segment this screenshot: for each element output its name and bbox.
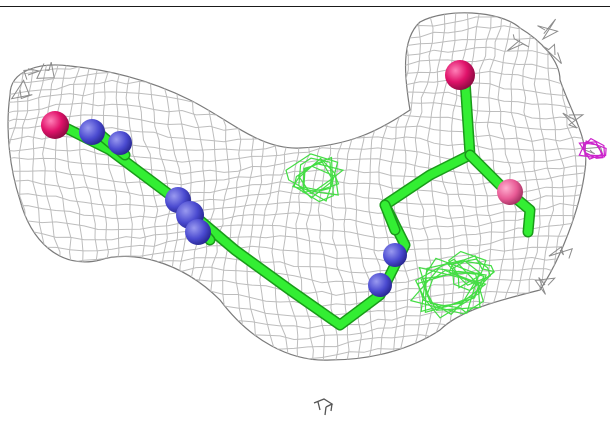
mesh-line <box>0 399 602 416</box>
positive-difference-density <box>285 153 496 319</box>
bond-stick <box>56 76 474 329</box>
mesh-line <box>8 201 586 219</box>
density-cage <box>420 259 482 313</box>
ligand-atoms <box>41 60 523 297</box>
mesh-fragment <box>534 277 556 295</box>
outer-mesh-fragments <box>10 18 604 295</box>
mesh-fragment <box>562 112 585 129</box>
ligand-stick-model <box>41 60 536 331</box>
mesh-fragment <box>10 79 33 100</box>
mesh-fragment <box>507 34 530 52</box>
mesh-line <box>582 12 586 361</box>
density-cage <box>578 137 606 158</box>
mesh-fragment <box>23 68 42 80</box>
mesh-line <box>8 234 586 252</box>
density-cage <box>285 153 339 202</box>
mesh-line <box>0 378 602 394</box>
mesh-line <box>606 0 610 420</box>
nitrogen-atom <box>79 119 105 145</box>
density-cage <box>578 141 604 159</box>
mesh-line <box>8 245 586 264</box>
bond-stick <box>381 201 399 234</box>
nitrogen-atom <box>185 219 211 245</box>
nitrogen-atom <box>108 131 132 155</box>
density-cage <box>303 161 332 192</box>
mesh-line <box>8 146 586 164</box>
mesh-line <box>8 355 586 361</box>
density-cage <box>447 250 487 289</box>
mesh-fragment <box>581 146 604 156</box>
density-cage <box>447 258 492 286</box>
mesh-line <box>0 0 602 10</box>
negative-difference-density <box>578 137 607 160</box>
mesh-line <box>0 422 602 425</box>
mesh-fragment <box>537 18 559 41</box>
oxygen-atom <box>497 179 523 205</box>
mesh-line <box>8 157 586 175</box>
mesh-fragment <box>548 246 573 259</box>
orientation-axes-icon[interactable] <box>313 398 334 416</box>
density-cage <box>298 157 333 199</box>
nitrogen-atom <box>383 243 407 267</box>
density-cage <box>409 268 484 315</box>
mesh-line <box>0 366 602 383</box>
mesh-line <box>0 388 602 405</box>
density-cage <box>297 162 345 195</box>
density-cage <box>420 272 480 315</box>
oxygen-atom <box>445 60 475 90</box>
mesh-fragment <box>36 61 55 79</box>
mesh-line <box>8 190 586 208</box>
top-border-line <box>0 6 610 7</box>
mesh-line <box>8 222 586 242</box>
mesh-line <box>8 12 586 21</box>
nitrogen-atom <box>368 273 392 297</box>
density-cage <box>418 266 487 316</box>
oxygen-atom <box>41 111 69 139</box>
mesh-line <box>595 0 610 420</box>
mesh-line <box>8 211 586 231</box>
mesh-line <box>8 12 14 361</box>
density-cage <box>293 156 334 203</box>
density-cage <box>584 140 607 157</box>
mesh-line <box>0 411 602 425</box>
mesh-fragment <box>542 43 562 64</box>
